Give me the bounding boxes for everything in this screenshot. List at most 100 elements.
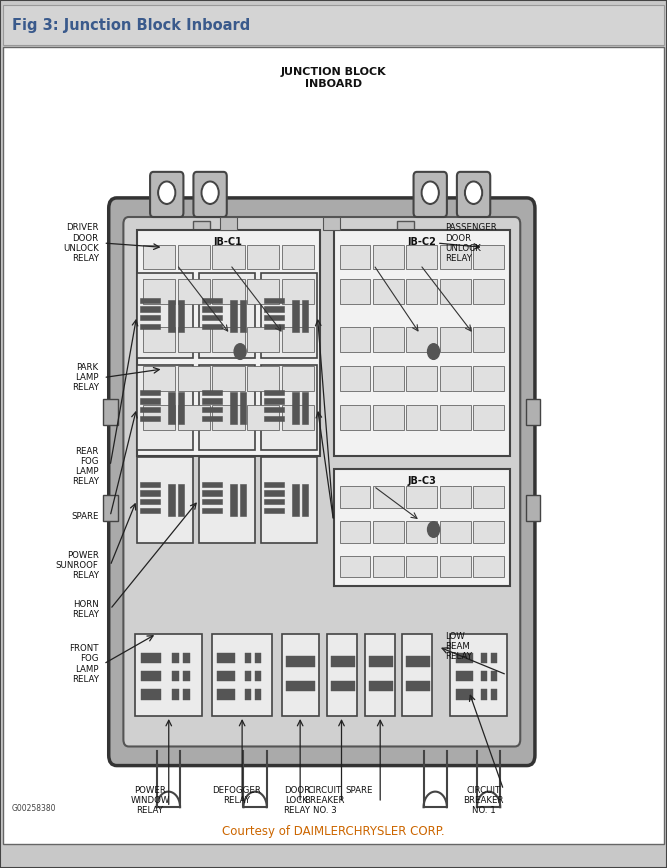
Bar bbox=[247, 405, 279, 430]
Bar bbox=[440, 366, 471, 391]
Bar bbox=[282, 366, 314, 391]
Bar bbox=[402, 634, 432, 716]
Text: PASSENGER
DOOR
UNLOCK
RELAY: PASSENGER DOOR UNLOCK RELAY bbox=[446, 223, 498, 263]
Circle shape bbox=[234, 344, 246, 359]
Bar bbox=[143, 366, 175, 391]
Bar bbox=[261, 273, 317, 358]
Circle shape bbox=[428, 522, 440, 537]
Bar bbox=[474, 366, 504, 391]
Bar bbox=[143, 279, 175, 304]
Bar bbox=[373, 245, 404, 269]
Bar bbox=[292, 300, 299, 332]
Text: REAR
FOG
LAMP
RELAY: REAR FOG LAMP RELAY bbox=[72, 446, 99, 486]
Bar bbox=[406, 486, 438, 508]
Bar bbox=[373, 327, 404, 352]
Text: FRONT
FOG
LAMP
RELAY: FRONT FOG LAMP RELAY bbox=[69, 644, 99, 684]
Bar bbox=[456, 689, 472, 700]
Bar bbox=[373, 366, 404, 391]
Bar bbox=[255, 671, 261, 681]
Bar bbox=[474, 521, 504, 542]
Circle shape bbox=[428, 344, 440, 359]
Bar bbox=[202, 499, 222, 504]
Bar bbox=[217, 653, 235, 663]
Bar bbox=[397, 221, 414, 243]
Text: CIRCUIT
BREAKER
NO. 3: CIRCUIT BREAKER NO. 3 bbox=[305, 786, 345, 815]
Bar bbox=[183, 671, 190, 681]
Bar bbox=[245, 653, 251, 663]
Bar bbox=[474, 556, 504, 577]
Bar bbox=[177, 279, 209, 304]
Text: Courtesy of DAIMLERCHRYSLER CORP.: Courtesy of DAIMLERCHRYSLER CORP. bbox=[222, 825, 445, 838]
Bar bbox=[239, 300, 246, 332]
Bar bbox=[331, 656, 355, 667]
Bar bbox=[141, 653, 161, 663]
Bar bbox=[261, 457, 317, 542]
Bar bbox=[255, 689, 261, 700]
Bar bbox=[264, 490, 284, 496]
Bar bbox=[220, 217, 237, 230]
Bar bbox=[212, 279, 245, 304]
Bar bbox=[212, 366, 245, 391]
Text: PARK
LAMP
RELAY: PARK LAMP RELAY bbox=[72, 363, 99, 392]
Bar bbox=[193, 221, 210, 243]
Bar bbox=[526, 495, 540, 521]
Bar bbox=[217, 671, 235, 681]
Bar bbox=[456, 671, 472, 681]
Bar bbox=[202, 508, 222, 513]
Bar bbox=[327, 634, 357, 716]
Bar bbox=[245, 671, 251, 681]
Bar bbox=[143, 405, 175, 430]
Bar bbox=[365, 634, 395, 716]
Bar bbox=[331, 681, 355, 691]
Bar bbox=[183, 653, 190, 663]
Bar bbox=[177, 327, 209, 352]
Text: SPARE: SPARE bbox=[345, 786, 373, 794]
Bar bbox=[177, 366, 209, 391]
Text: Fig 3: Junction Block Inboard: Fig 3: Junction Block Inboard bbox=[12, 17, 250, 33]
Bar bbox=[143, 327, 175, 352]
Text: DEFOGGER
RELAY: DEFOGGER RELAY bbox=[212, 786, 261, 805]
Bar bbox=[282, 245, 314, 269]
Bar bbox=[491, 689, 497, 700]
Bar bbox=[140, 315, 160, 320]
Bar bbox=[340, 366, 370, 391]
Bar bbox=[406, 521, 438, 542]
Text: POWER
WINDOW
RELAY: POWER WINDOW RELAY bbox=[130, 786, 170, 815]
Bar bbox=[261, 365, 317, 450]
Bar bbox=[406, 366, 438, 391]
Bar bbox=[247, 327, 279, 352]
Bar bbox=[482, 653, 487, 663]
Bar bbox=[406, 656, 430, 667]
Bar bbox=[373, 405, 404, 430]
Bar bbox=[369, 681, 393, 691]
Text: CIRCUIT
BREAKER
NO. 1: CIRCUIT BREAKER NO. 1 bbox=[464, 786, 504, 815]
Circle shape bbox=[465, 181, 482, 204]
Bar bbox=[239, 484, 246, 516]
Bar bbox=[264, 298, 284, 303]
Bar bbox=[282, 327, 314, 352]
Bar bbox=[282, 634, 319, 716]
Bar bbox=[103, 495, 118, 521]
Bar bbox=[199, 457, 255, 542]
Bar bbox=[183, 689, 190, 700]
Bar bbox=[202, 298, 222, 303]
Circle shape bbox=[201, 181, 219, 204]
Bar bbox=[340, 327, 370, 352]
Bar bbox=[172, 689, 179, 700]
Bar bbox=[199, 365, 255, 450]
Text: POWER
SUNROOF
RELAY: POWER SUNROOF RELAY bbox=[56, 551, 99, 581]
Bar bbox=[177, 300, 184, 332]
Bar bbox=[334, 230, 510, 456]
Bar bbox=[212, 634, 272, 716]
Bar bbox=[440, 245, 471, 269]
Bar bbox=[140, 298, 160, 303]
Bar bbox=[239, 392, 246, 424]
Bar bbox=[264, 508, 284, 513]
Bar bbox=[286, 656, 315, 667]
Bar bbox=[526, 399, 540, 425]
Bar bbox=[491, 671, 497, 681]
Bar bbox=[140, 390, 160, 395]
Bar bbox=[103, 399, 118, 425]
Bar bbox=[140, 482, 160, 487]
FancyBboxPatch shape bbox=[457, 172, 490, 217]
